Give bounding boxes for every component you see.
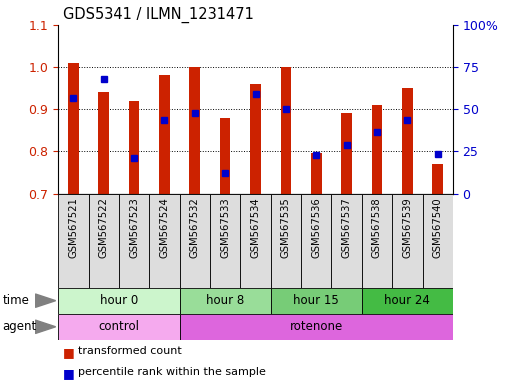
Polygon shape: [35, 320, 56, 333]
Text: GSM567538: GSM567538: [371, 197, 381, 258]
FancyBboxPatch shape: [58, 314, 179, 340]
Bar: [220, 118, 230, 194]
Text: rotenone: rotenone: [289, 320, 342, 333]
Bar: [250, 84, 261, 194]
Text: GSM567535: GSM567535: [280, 197, 290, 258]
Bar: [371, 105, 382, 194]
Text: GSM567523: GSM567523: [129, 197, 139, 258]
Polygon shape: [35, 294, 56, 307]
Bar: [431, 164, 442, 194]
FancyBboxPatch shape: [361, 194, 391, 288]
Text: GSM567521: GSM567521: [68, 197, 78, 258]
Bar: [280, 67, 291, 194]
FancyBboxPatch shape: [361, 288, 452, 314]
Text: agent: agent: [3, 320, 37, 333]
Text: ■: ■: [63, 367, 75, 380]
FancyBboxPatch shape: [391, 194, 422, 288]
Text: hour 8: hour 8: [206, 294, 244, 307]
FancyBboxPatch shape: [58, 288, 179, 314]
Text: percentile rank within the sample: percentile rank within the sample: [78, 367, 266, 377]
FancyBboxPatch shape: [240, 194, 270, 288]
Bar: [98, 92, 109, 194]
Bar: [401, 88, 412, 194]
FancyBboxPatch shape: [179, 314, 452, 340]
FancyBboxPatch shape: [422, 194, 452, 288]
Text: hour 0: hour 0: [99, 294, 138, 307]
Text: GSM567540: GSM567540: [432, 197, 442, 258]
Text: GSM567522: GSM567522: [98, 197, 109, 258]
FancyBboxPatch shape: [88, 194, 119, 288]
Text: GSM567533: GSM567533: [220, 197, 230, 258]
Bar: [189, 67, 200, 194]
Text: GSM567534: GSM567534: [250, 197, 260, 258]
FancyBboxPatch shape: [300, 194, 331, 288]
Text: ■: ■: [63, 346, 75, 359]
Text: GSM567537: GSM567537: [341, 197, 351, 258]
Text: GSM567532: GSM567532: [189, 197, 199, 258]
Bar: [340, 113, 351, 194]
Text: GSM567536: GSM567536: [311, 197, 321, 258]
Bar: [68, 63, 79, 194]
Text: time: time: [3, 294, 29, 307]
FancyBboxPatch shape: [149, 194, 179, 288]
Text: GSM567524: GSM567524: [159, 197, 169, 258]
Text: hour 15: hour 15: [293, 294, 338, 307]
FancyBboxPatch shape: [331, 194, 361, 288]
Text: hour 24: hour 24: [384, 294, 429, 307]
FancyBboxPatch shape: [179, 194, 210, 288]
Bar: [159, 75, 170, 194]
FancyBboxPatch shape: [179, 288, 270, 314]
Bar: [128, 101, 139, 194]
Text: GSM567539: GSM567539: [401, 197, 412, 258]
FancyBboxPatch shape: [119, 194, 149, 288]
Text: transformed count: transformed count: [78, 346, 182, 356]
Text: GDS5341 / ILMN_1231471: GDS5341 / ILMN_1231471: [63, 7, 254, 23]
Text: control: control: [98, 320, 139, 333]
FancyBboxPatch shape: [270, 288, 361, 314]
FancyBboxPatch shape: [210, 194, 240, 288]
FancyBboxPatch shape: [270, 194, 300, 288]
Bar: [311, 153, 321, 194]
FancyBboxPatch shape: [58, 194, 88, 288]
